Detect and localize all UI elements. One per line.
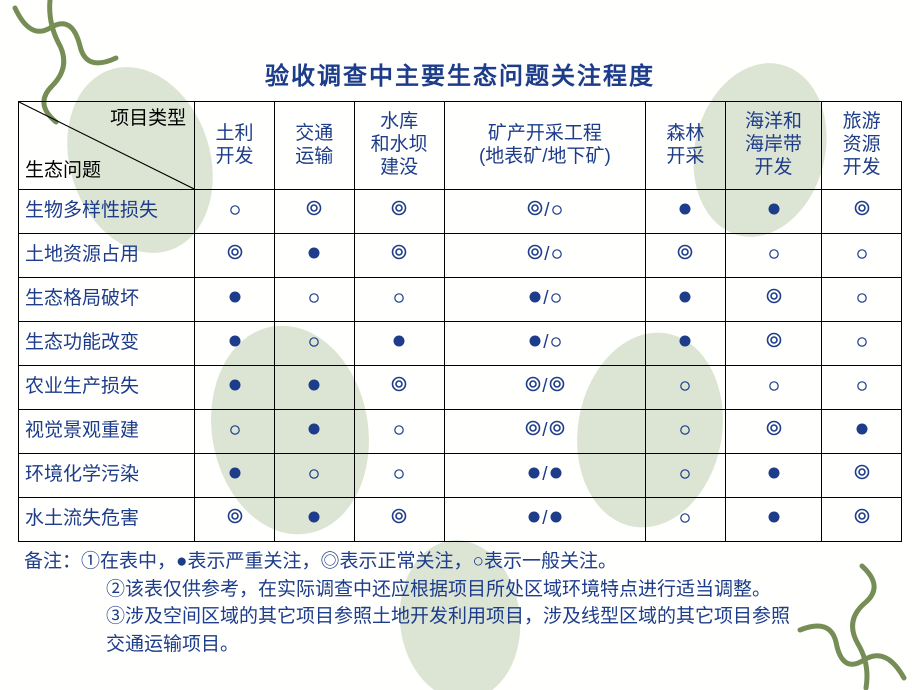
symbol-cell — [725, 322, 821, 366]
symbol-cell — [646, 410, 726, 454]
symbol-cell — [646, 278, 726, 322]
row-label: 土地资源占用 — [19, 234, 195, 278]
symbol-cell — [646, 190, 726, 234]
symbol-cell — [725, 410, 821, 454]
header-bottom-label: 生态问题 — [25, 160, 101, 183]
notes-block: 备注：①在表中，●表示严重关注，◎表示正常关注，○表示一般关注。②该表仅供参考，… — [18, 542, 902, 658]
symbol-cell — [195, 498, 275, 542]
symbol-cell — [646, 234, 726, 278]
symbol-cell — [822, 454, 902, 498]
symbol-cell — [354, 454, 444, 498]
symbol-cell — [354, 322, 444, 366]
note-line: 备注：①在表中，●表示严重关注，◎表示正常关注，○表示一般关注。 — [24, 548, 900, 576]
column-header: 海洋和海岸带开发 — [725, 102, 821, 190]
symbol-cell: / — [444, 190, 645, 234]
symbol-cell: / — [444, 322, 645, 366]
symbol-cell — [725, 498, 821, 542]
column-header: 旅游资源开发 — [822, 102, 902, 190]
symbol-cell — [195, 410, 275, 454]
symbol-cell — [354, 366, 444, 410]
symbol-cell: / — [444, 278, 645, 322]
symbol-cell: / — [444, 454, 645, 498]
symbol-cell — [646, 366, 726, 410]
symbol-cell — [822, 190, 902, 234]
symbol-cell — [274, 366, 354, 410]
table-row: 土地资源占用 / — [19, 234, 902, 278]
row-label: 生态功能改变 — [19, 322, 195, 366]
symbol-cell — [822, 498, 902, 542]
symbol-cell — [725, 366, 821, 410]
symbol-cell — [274, 234, 354, 278]
table-row: 农业生产损失 / — [19, 366, 902, 410]
symbol-cell — [274, 498, 354, 542]
symbol-cell — [354, 498, 444, 542]
symbol-cell — [822, 322, 902, 366]
table-row: 生态功能改变 / — [19, 322, 902, 366]
header-top-label: 项目类型 — [110, 108, 186, 131]
symbol-cell — [646, 498, 726, 542]
symbol-cell — [195, 366, 275, 410]
column-header: 交通运输 — [274, 102, 354, 190]
column-header: 森林开采 — [646, 102, 726, 190]
table-row: 环境化学污染 / — [19, 454, 902, 498]
symbol-cell: / — [444, 410, 645, 454]
symbol-cell — [822, 278, 902, 322]
note-line: ③涉及空间区域的其它项目参照土地开发利用项目，涉及线型区域的其它项目参照 — [24, 603, 900, 631]
symbol-cell — [274, 278, 354, 322]
column-header: 水库和水坝建没 — [354, 102, 444, 190]
attention-table: 项目类型 生态问题 土利开发交通运输水库和水坝建没矿产开采工程(地表矿/地下矿)… — [18, 101, 902, 542]
symbol-cell — [646, 322, 726, 366]
page-title: 验收调查中主要生态问题关注程度 — [18, 56, 902, 91]
row-label: 农业生产损失 — [19, 366, 195, 410]
symbol-cell — [274, 190, 354, 234]
symbol-cell — [646, 454, 726, 498]
symbol-cell — [725, 234, 821, 278]
table-row: 视觉景观重建 / — [19, 410, 902, 454]
symbol-cell — [725, 454, 821, 498]
row-label: 水土流失危害 — [19, 498, 195, 542]
note-line: 交通运输项目。 — [24, 631, 900, 659]
symbol-cell — [274, 454, 354, 498]
symbol-cell — [274, 410, 354, 454]
symbol-cell — [195, 322, 275, 366]
note-line: ②该表仅供参考，在实际调查中还应根据项目所处区域环境特点进行适当调整。 — [24, 576, 900, 604]
symbol-cell — [354, 278, 444, 322]
symbol-cell — [195, 190, 275, 234]
row-label: 生态格局破坏 — [19, 278, 195, 322]
table-row: 生物多样性损失 / — [19, 190, 902, 234]
row-label: 环境化学污染 — [19, 454, 195, 498]
symbol-cell — [354, 190, 444, 234]
symbol-cell — [725, 190, 821, 234]
symbol-cell — [725, 278, 821, 322]
row-label: 视觉景观重建 — [19, 410, 195, 454]
symbol-cell: / — [444, 498, 645, 542]
diagonal-header: 项目类型 生态问题 — [19, 102, 195, 190]
table-row: 生态格局破坏 / — [19, 278, 902, 322]
row-label: 生物多样性损失 — [19, 190, 195, 234]
symbol-cell: / — [444, 234, 645, 278]
symbol-cell — [822, 410, 902, 454]
column-header: 矿产开采工程(地表矿/地下矿) — [444, 102, 645, 190]
symbol-cell — [822, 234, 902, 278]
symbol-cell: / — [444, 366, 645, 410]
symbol-cell — [274, 322, 354, 366]
symbol-cell — [354, 410, 444, 454]
symbol-cell — [195, 454, 275, 498]
table-row: 水土流失危害 / — [19, 498, 902, 542]
symbol-cell — [354, 234, 444, 278]
symbol-cell — [822, 366, 902, 410]
column-header: 土利开发 — [195, 102, 275, 190]
symbol-cell — [195, 278, 275, 322]
symbol-cell — [195, 234, 275, 278]
